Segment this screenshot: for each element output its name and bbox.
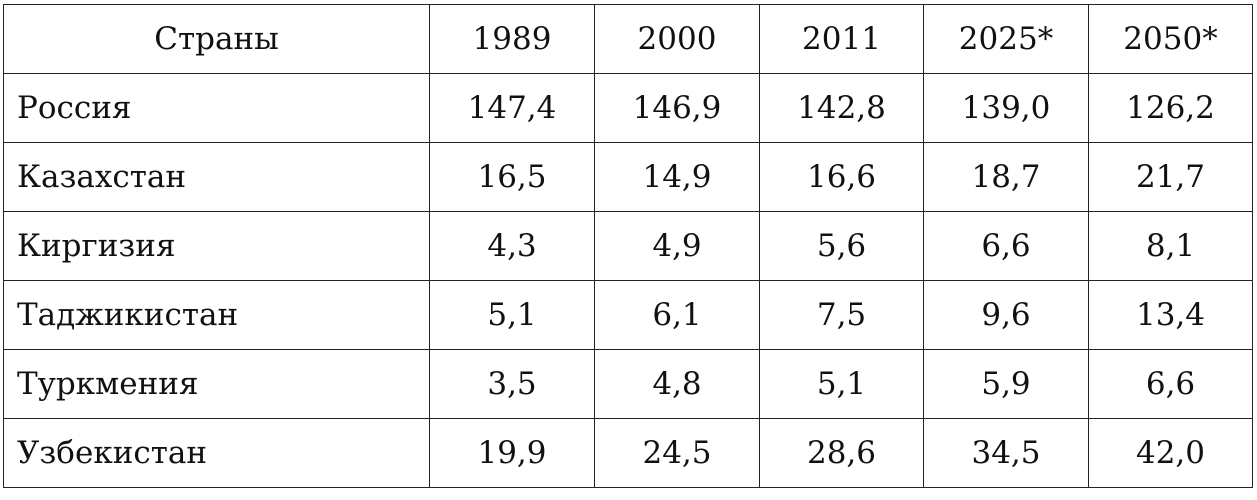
table-row: Туркмения 3,5 4,8 5,1 5,9 6,6 (3, 349, 1253, 419)
value-cell: 28,6 (759, 418, 924, 488)
value-cell: 42,0 (1088, 418, 1253, 488)
value-cell: 13,4 (1088, 280, 1253, 350)
value-cell: 5,6 (759, 211, 924, 281)
value-cell: 18,7 (923, 142, 1089, 212)
country-cell: Киргизия (3, 211, 430, 281)
header-cell-year: 1989 (429, 4, 595, 74)
value-cell: 3,5 (429, 349, 595, 419)
header-cell-year: 2050* (1088, 4, 1253, 74)
country-cell: Россия (3, 73, 430, 143)
country-cell: Узбекистан (3, 418, 430, 488)
value-cell: 147,4 (429, 73, 595, 143)
header-cell-year: 2011 (759, 4, 924, 74)
value-cell: 21,7 (1088, 142, 1253, 212)
table-header-row: Страны 1989 2000 2011 2025* 2050* (3, 4, 1253, 74)
value-cell: 146,9 (594, 73, 760, 143)
value-cell: 7,5 (759, 280, 924, 350)
value-cell: 4,9 (594, 211, 760, 281)
value-cell: 9,6 (923, 280, 1089, 350)
value-cell: 19,9 (429, 418, 595, 488)
value-cell: 5,1 (759, 349, 924, 419)
country-cell: Казахстан (3, 142, 430, 212)
value-cell: 142,8 (759, 73, 924, 143)
value-cell: 5,1 (429, 280, 595, 350)
value-cell: 126,2 (1088, 73, 1253, 143)
value-cell: 6,6 (923, 211, 1089, 281)
population-table: Страны 1989 2000 2011 2025* 2050* Россия… (3, 4, 1253, 488)
value-cell: 8,1 (1088, 211, 1253, 281)
table-row: Узбекистан 19,9 24,5 28,6 34,5 42,0 (3, 418, 1253, 488)
value-cell: 24,5 (594, 418, 760, 488)
country-cell: Таджикистан (3, 280, 430, 350)
header-cell-year: 2000 (594, 4, 760, 74)
table-row: Казахстан 16,5 14,9 16,6 18,7 21,7 (3, 142, 1253, 212)
table-row: Россия 147,4 146,9 142,8 139,0 126,2 (3, 73, 1253, 143)
value-cell: 6,1 (594, 280, 760, 350)
country-cell: Туркмения (3, 349, 430, 419)
value-cell: 139,0 (923, 73, 1089, 143)
value-cell: 5,9 (923, 349, 1089, 419)
table-row: Киргизия 4,3 4,9 5,6 6,6 8,1 (3, 211, 1253, 281)
value-cell: 14,9 (594, 142, 760, 212)
header-cell-countries: Страны (3, 4, 430, 74)
value-cell: 4,8 (594, 349, 760, 419)
value-cell: 4,3 (429, 211, 595, 281)
table-row: Таджикистан 5,1 6,1 7,5 9,6 13,4 (3, 280, 1253, 350)
value-cell: 16,6 (759, 142, 924, 212)
value-cell: 16,5 (429, 142, 595, 212)
header-cell-year: 2025* (923, 4, 1089, 74)
value-cell: 34,5 (923, 418, 1089, 488)
value-cell: 6,6 (1088, 349, 1253, 419)
